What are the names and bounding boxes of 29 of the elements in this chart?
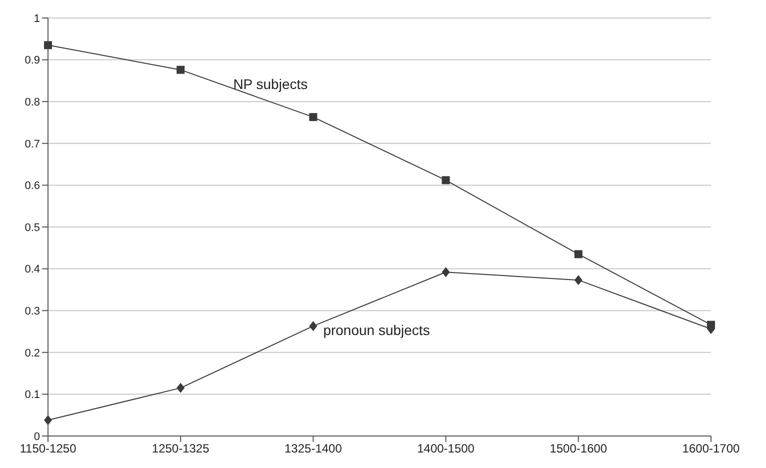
point bbox=[44, 415, 52, 426]
point bbox=[176, 382, 185, 393]
point bbox=[309, 113, 318, 122]
y-tick-label: 0.2 bbox=[24, 347, 40, 360]
y-tick-label: 0.7 bbox=[24, 138, 40, 150]
point bbox=[44, 41, 52, 50]
point bbox=[442, 267, 450, 278]
y-tick-label: 0.6 bbox=[24, 180, 40, 192]
y-tick-label: 0.8 bbox=[24, 96, 40, 109]
x-tick-label: 1400-1500 bbox=[417, 442, 475, 456]
x-tick-label: 1325-1400 bbox=[284, 442, 342, 456]
point bbox=[309, 321, 318, 332]
point bbox=[442, 176, 450, 184]
x-tick-label: 1250-1325 bbox=[152, 442, 210, 456]
series-label: NP subjects bbox=[233, 76, 308, 92]
x-tick-label: 1150-1250 bbox=[20, 442, 77, 456]
y-tick-label: 0.9 bbox=[24, 54, 40, 67]
x-tick-label: 1500-1600 bbox=[550, 442, 608, 456]
y-tick-label: 0.3 bbox=[24, 306, 40, 318]
x-tick-label: 1600-1700 bbox=[682, 442, 740, 456]
y-tick-label: 0.4 bbox=[24, 264, 40, 276]
point bbox=[176, 66, 185, 74]
y-tick-label: 0 bbox=[34, 430, 40, 443]
point bbox=[574, 250, 582, 258]
y-tick-label: 0.5 bbox=[24, 222, 40, 234]
y-tick-label: 1 bbox=[34, 12, 40, 25]
y-tick-label: 0.1 bbox=[24, 389, 40, 402]
point bbox=[574, 275, 582, 286]
series-label: pronoun subjects bbox=[323, 322, 430, 338]
